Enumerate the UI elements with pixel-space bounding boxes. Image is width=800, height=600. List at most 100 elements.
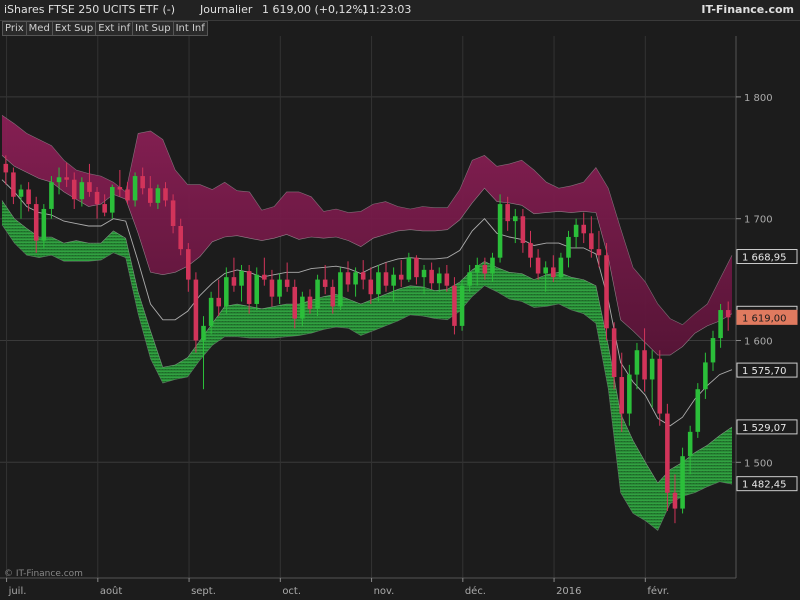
legend-med[interactable]: Med — [25, 21, 53, 36]
candle — [155, 184, 161, 209]
candle-body — [725, 310, 731, 318]
candle-body — [322, 279, 328, 287]
legend-prix[interactable]: Prix — [2, 21, 27, 36]
candle-body — [170, 200, 176, 227]
candle-body — [680, 456, 685, 509]
candle-body — [581, 224, 586, 234]
candle-body — [429, 269, 434, 284]
candle-body — [102, 204, 107, 213]
price-flag-label: 1 619,00 — [742, 313, 787, 324]
candle-body — [277, 279, 282, 297]
candle-body — [436, 273, 442, 284]
candle — [330, 279, 336, 314]
candle — [3, 155, 9, 185]
candle — [383, 262, 389, 292]
candle-body — [193, 279, 199, 341]
candle — [687, 425, 693, 475]
candle — [284, 262, 290, 292]
price-flag-box — [736, 309, 798, 325]
candle — [201, 316, 206, 390]
candle — [322, 264, 328, 295]
candle-body — [535, 257, 541, 274]
candle — [94, 187, 100, 219]
candle — [611, 322, 617, 390]
candle-body — [566, 236, 571, 258]
bollinger-bands — [1, 114, 733, 531]
brand-logo[interactable]: IT-Finance.com — [701, 3, 794, 16]
candle-body — [262, 274, 267, 280]
candle — [497, 194, 503, 263]
legend-ext-sup[interactable]: Ext Sup — [51, 21, 97, 36]
candle-body — [140, 176, 145, 189]
candle-body — [391, 274, 396, 286]
candle-body — [513, 216, 518, 222]
candle — [307, 289, 313, 314]
legend-int-inf[interactable]: Int Inf — [172, 21, 208, 36]
candle-body — [383, 272, 389, 286]
candle-body — [497, 204, 503, 258]
candle-body — [520, 216, 526, 244]
price-flag-box — [736, 362, 798, 378]
y-tick-label: 1 500 — [744, 458, 773, 469]
candle — [474, 257, 480, 286]
candle — [695, 383, 701, 438]
candle-body — [649, 358, 655, 380]
candle-body — [186, 249, 191, 280]
legend-ext-inf[interactable]: Ext inf — [95, 21, 134, 36]
candle-body — [619, 377, 625, 414]
x-axis-ticks: juil. août sept. oct. nov. déc. 2016 févr. — [6, 578, 669, 597]
candle — [627, 364, 632, 426]
candle-body — [505, 204, 510, 222]
candle — [505, 196, 510, 231]
candle-body — [18, 189, 24, 197]
price-flag-label: 1 575,70 — [742, 366, 787, 377]
candle-body — [155, 188, 161, 203]
candle-body — [482, 264, 488, 274]
candle-body — [208, 297, 214, 326]
price-flag: 1 575,70 — [736, 362, 798, 378]
candle — [376, 264, 381, 302]
candle-body — [41, 208, 47, 241]
candle-body — [695, 389, 701, 432]
candle — [482, 257, 488, 280]
candle-body — [300, 296, 305, 319]
instrument-name: iShares FTSE 250 UCITS ETF (-) — [4, 3, 176, 16]
candle-body — [3, 163, 9, 173]
median-line — [1, 179, 733, 427]
candle — [109, 184, 115, 219]
candle — [657, 350, 663, 426]
candle — [170, 194, 176, 234]
candle — [102, 194, 107, 217]
candle — [193, 272, 199, 353]
candle — [391, 267, 396, 302]
candle-body — [642, 350, 647, 380]
y-tick-label: 1 800 — [744, 93, 773, 104]
price-flag: 1 668,95 — [736, 249, 798, 265]
ext-sup-line — [1, 114, 733, 326]
candle — [208, 291, 214, 335]
period-label[interactable]: Journalier — [200, 3, 253, 16]
candle-body — [201, 325, 206, 341]
price-flag-box — [736, 476, 798, 492]
candle — [718, 303, 723, 348]
candle-body — [703, 362, 708, 390]
candle — [680, 447, 685, 514]
legend-int-sup[interactable]: Int Sup — [132, 21, 174, 36]
y-tick-label: 1 600 — [744, 336, 773, 347]
candle — [262, 257, 267, 286]
candle-body — [94, 191, 100, 205]
candle — [642, 328, 647, 392]
candle-body — [376, 272, 381, 295]
candle — [254, 267, 260, 311]
candle-body — [573, 224, 579, 237]
candle — [459, 279, 465, 331]
candle-body — [360, 272, 366, 280]
candle-body — [26, 189, 31, 205]
y-tick-label: 1 700 — [744, 215, 773, 226]
candle — [148, 176, 153, 207]
last-price: 1 619,00 (+0,12%) — [262, 3, 368, 16]
candle — [56, 167, 62, 195]
candle-body — [11, 172, 16, 197]
x-tick-label: août — [100, 585, 123, 597]
